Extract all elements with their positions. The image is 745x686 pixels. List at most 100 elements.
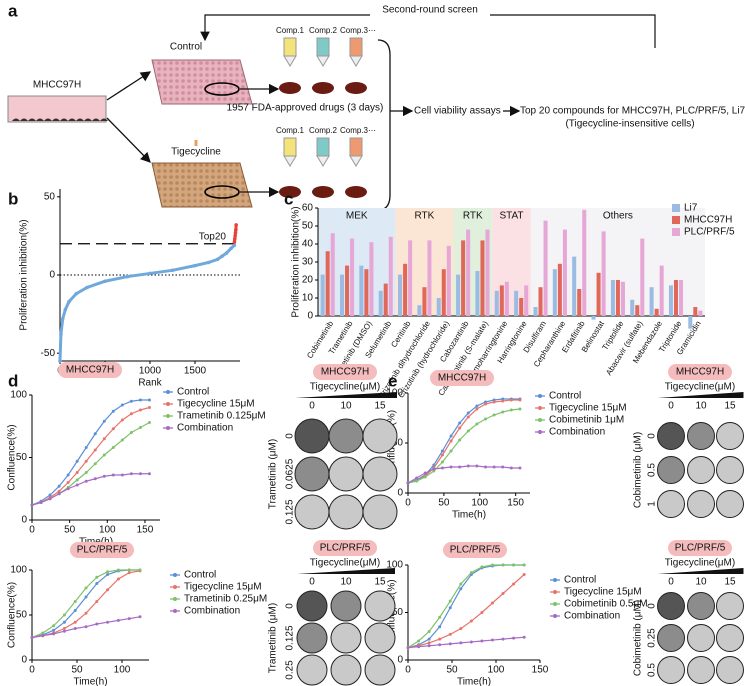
bar — [325, 251, 330, 316]
data-point — [440, 453, 444, 457]
data-point — [102, 474, 106, 478]
data-point — [438, 637, 442, 641]
feedback-arrow — [200, 14, 656, 48]
y-tick-label: 0 — [21, 515, 27, 526]
data-point — [102, 437, 106, 441]
annotation: Top20 — [199, 231, 227, 242]
data-point — [440, 460, 444, 464]
data-point — [93, 448, 97, 452]
bar — [422, 287, 427, 316]
data-point — [138, 568, 142, 572]
data-point — [30, 636, 34, 639]
column-label: 10 — [340, 577, 352, 588]
bar — [398, 274, 403, 316]
column-label: 15 — [724, 401, 736, 412]
bar — [427, 240, 432, 316]
data-point — [127, 617, 131, 621]
y-tick-label: 0 — [21, 655, 27, 666]
y-tick-label: 10 — [302, 293, 314, 304]
data-point — [75, 483, 79, 487]
data-point — [129, 399, 133, 403]
y-tick-label: 50 — [44, 191, 56, 202]
data-point — [57, 492, 61, 496]
legend-label: Trametinib 0.125μM — [177, 411, 266, 422]
data-point — [501, 563, 505, 567]
data-point — [129, 412, 133, 416]
data-point — [193, 263, 197, 268]
well — [294, 494, 330, 530]
data-point — [67, 299, 71, 304]
legend-marker — [538, 406, 542, 410]
y-tick-label: 20 — [302, 275, 314, 286]
dish — [7, 95, 107, 123]
series-line — [31, 406, 150, 506]
data-point — [170, 268, 175, 273]
data-point — [475, 422, 479, 426]
data-point — [423, 475, 427, 479]
title-pill — [668, 364, 732, 380]
compound-label: Comp.3⋯ — [340, 126, 376, 135]
data-point — [512, 563, 516, 567]
legend-marker — [553, 590, 557, 594]
legend-marker — [553, 614, 557, 618]
x-tick-label: 50 — [71, 665, 83, 676]
panel-label: a — [8, 1, 18, 20]
data-point — [111, 473, 115, 477]
data-point — [440, 449, 444, 453]
data-point — [62, 613, 66, 617]
plate-header: Tigecycline(μM) — [665, 382, 735, 393]
data-point — [85, 285, 89, 290]
data-point — [116, 577, 120, 581]
data-point — [484, 417, 488, 421]
data-point — [469, 571, 473, 575]
well — [364, 654, 396, 686]
data-point — [492, 465, 496, 469]
x-axis-label: Time(h) — [452, 510, 486, 521]
data-point — [111, 427, 115, 431]
y-tick-label: 50 — [392, 438, 404, 449]
bar — [543, 220, 548, 316]
well — [296, 622, 328, 654]
group-label: RTK — [415, 211, 435, 222]
data-point — [106, 573, 110, 576]
well — [657, 656, 685, 684]
data-point — [66, 473, 70, 477]
data-point — [215, 257, 220, 262]
column-label: 0 — [309, 577, 315, 588]
data-point — [220, 254, 224, 259]
diagram: Second-round screen MHCC97H Control Tige… — [7, 3, 745, 211]
highlight — [204, 185, 240, 199]
data-point — [427, 637, 431, 641]
panel-label: e — [388, 371, 397, 390]
row-label: 0.0625 — [285, 458, 296, 489]
data-point — [490, 563, 494, 567]
data-point — [501, 410, 505, 414]
data-point — [449, 434, 453, 438]
bar — [461, 240, 466, 316]
x-axis-label: Time(h) — [73, 677, 107, 686]
data-point — [75, 478, 79, 482]
data-point — [449, 449, 453, 453]
data-point — [111, 409, 115, 413]
legend-marker — [166, 426, 170, 430]
bar — [640, 238, 645, 316]
bar — [649, 287, 654, 316]
bar — [378, 290, 383, 316]
legend-marker — [173, 609, 177, 613]
data-point — [116, 618, 120, 622]
bar — [383, 283, 388, 316]
arrow — [106, 71, 152, 101]
row-label: 0.125 — [285, 499, 296, 524]
data-point — [469, 640, 473, 644]
data-point — [427, 641, 431, 645]
plate-title: PLC/PRF/5 — [320, 543, 371, 554]
bar — [562, 229, 567, 316]
data-point — [138, 426, 142, 429]
data-point — [512, 582, 516, 586]
title-pill — [313, 540, 377, 556]
chart-title: MHCC97H — [66, 365, 114, 376]
legend-label: Cobimetinib 0.5μM — [564, 599, 648, 610]
title-pill — [70, 542, 134, 558]
data-point — [138, 398, 142, 402]
plate-header: Tigecycline(μM) — [310, 382, 380, 393]
